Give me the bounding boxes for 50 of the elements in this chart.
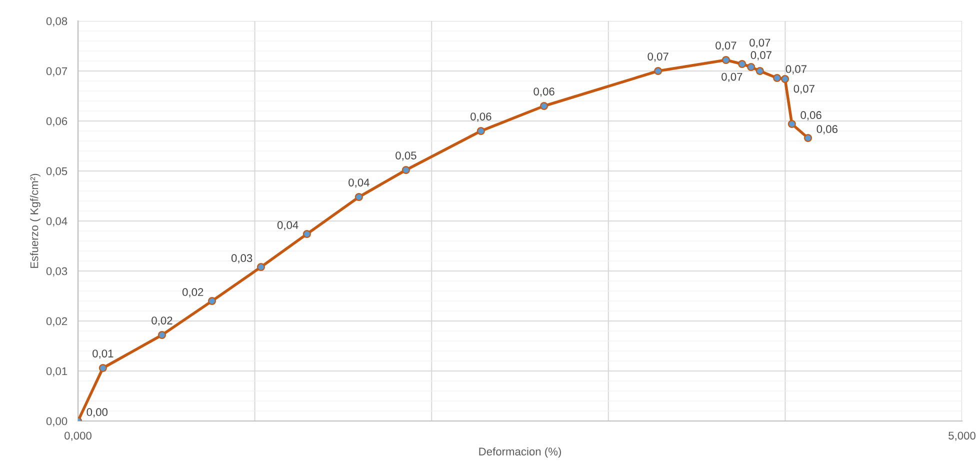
data-label: 0,06 [800, 111, 822, 120]
x-axis-title: Deformacion (%) [479, 447, 561, 458]
data-label: 0,00 [86, 408, 108, 418]
y-axis-title: Esfuerzo ( Kgf/cm²) [30, 174, 40, 268]
point [747, 62, 756, 72]
data-label: 0,02 [152, 316, 172, 326]
point [540, 102, 548, 110]
x-tick-label: 0,000 [64, 432, 92, 441]
point [402, 166, 410, 174]
data-label: 0,07 [750, 51, 772, 60]
point [354, 192, 363, 202]
point [804, 134, 812, 142]
data-label: 0,07 [716, 42, 736, 51]
point [208, 296, 216, 306]
y-tick-label: 0,00 [46, 417, 68, 426]
data-label: 0,07 [786, 65, 806, 74]
point [722, 56, 730, 64]
point [158, 330, 166, 340]
y-tick-label: 0,02 [46, 317, 68, 326]
data-label: 0,04 [277, 221, 298, 230]
y-tick-label: 0,06 [46, 117, 68, 126]
data-label: 0,06 [534, 88, 554, 97]
data-label: 0,01 [92, 350, 114, 359]
data-label: 0,07 [722, 72, 742, 82]
point [788, 120, 796, 128]
data-label: 0,07 [648, 52, 668, 62]
point [780, 74, 790, 84]
y-tick-label: 0,05 [46, 167, 68, 176]
point [476, 126, 485, 136]
point [773, 74, 782, 82]
point [738, 60, 746, 68]
point [756, 66, 764, 76]
data-label: 0,03 [231, 254, 252, 264]
data-label: 0,05 [396, 152, 416, 161]
point [302, 230, 311, 238]
y-tick-label: 0,03 [46, 267, 68, 276]
data-label: 0,07 [750, 38, 770, 48]
x-tick-label: 5,000 [948, 432, 976, 441]
y-tick-label: 0,01 [46, 367, 68, 376]
point [654, 66, 662, 76]
data-label: 0,06 [816, 125, 838, 134]
point [256, 262, 266, 272]
data-label: 0,07 [794, 84, 814, 94]
y-tick-label: 0,07 [46, 67, 68, 76]
data-label: 0,02 [182, 288, 204, 298]
point [98, 364, 107, 372]
data-label: 0,06 [470, 112, 492, 122]
data-label: 0,04 [348, 178, 370, 188]
y-tick-label: 0,04 [46, 217, 68, 226]
y-tick-label: 0,08 [46, 17, 68, 26]
